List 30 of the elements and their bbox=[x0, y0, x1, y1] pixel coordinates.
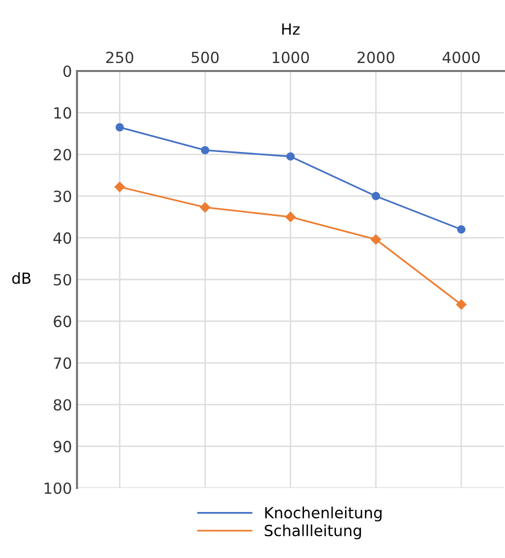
point bbox=[200, 146, 210, 154]
x-tick-label: 2000 bbox=[358, 52, 394, 64]
point bbox=[200, 202, 210, 212]
point bbox=[285, 212, 296, 222]
y-tick-label: 30 bbox=[54, 190, 72, 202]
y-tick-label: 70 bbox=[54, 357, 72, 369]
point bbox=[456, 299, 466, 310]
x-tick-label: 250 bbox=[106, 52, 134, 64]
point bbox=[457, 225, 466, 234]
legend-label: Knochenleitung bbox=[265, 506, 382, 522]
point bbox=[286, 152, 295, 161]
x-tick-label: 4000 bbox=[442, 52, 480, 64]
point bbox=[370, 234, 382, 245]
y-axis-title: dB bbox=[12, 272, 30, 284]
y-tick-label: 80 bbox=[54, 399, 72, 411]
point bbox=[372, 192, 380, 200]
x-axis-title: Hz bbox=[282, 24, 300, 35]
y-tick-label: 20 bbox=[54, 148, 72, 160]
y-tick-label: 50 bbox=[54, 274, 72, 286]
point bbox=[116, 123, 124, 132]
y-tick-label: 60 bbox=[54, 316, 72, 328]
x-tick-label: 1000 bbox=[272, 52, 309, 64]
y-tick-label: 100 bbox=[44, 482, 72, 494]
y-tick-label: 40 bbox=[53, 232, 72, 244]
x-tick-label: 500 bbox=[192, 52, 219, 64]
legend-label: Schallleitung bbox=[264, 524, 361, 540]
y-tick-label: 10 bbox=[54, 107, 72, 119]
y-tick-label: 0 bbox=[63, 65, 72, 78]
y-tick-label: 90 bbox=[54, 440, 72, 452]
point bbox=[114, 182, 125, 192]
